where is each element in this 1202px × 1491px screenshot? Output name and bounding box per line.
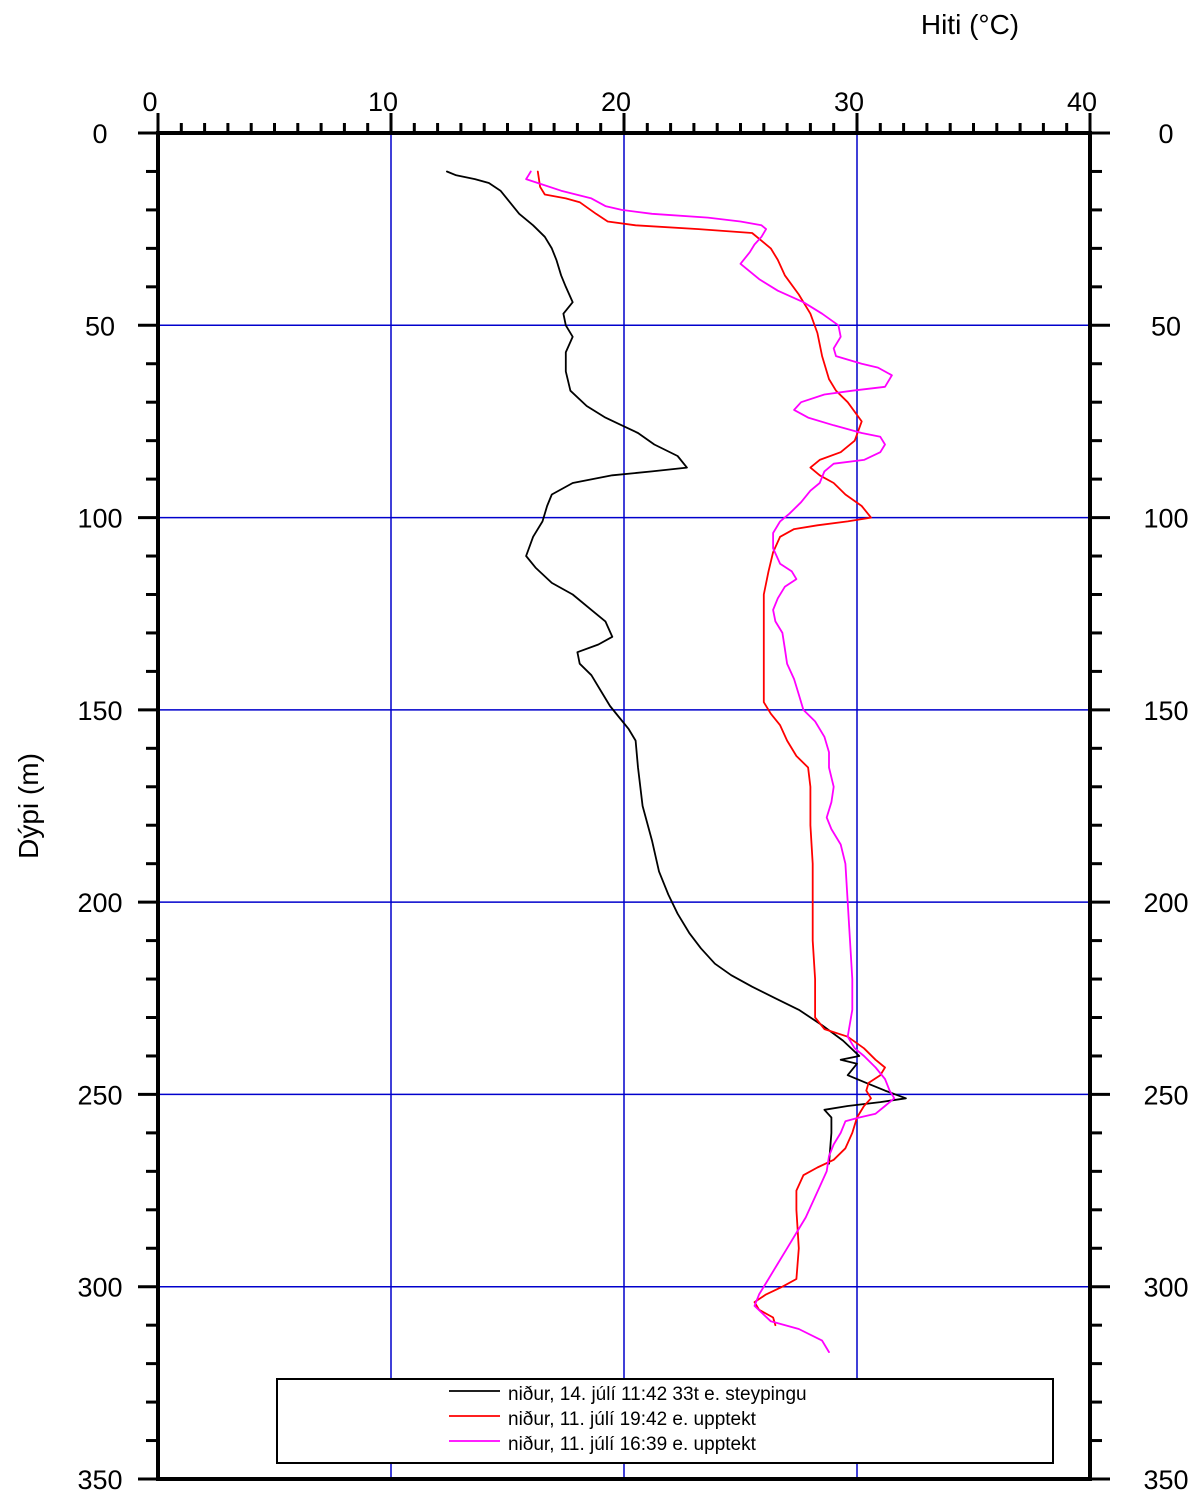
y-tick-label-right: 50 [1151,311,1181,341]
y-tick-label-left: 100 [77,504,122,534]
x-tick-label: 20 [601,87,631,117]
y-tick-label-left: 250 [77,1080,122,1110]
x-tick-label: 40 [1067,87,1097,117]
y-axis-label: Dýpi (m) [13,753,44,859]
y-tick-label-left: 150 [77,696,122,726]
y-tick-label-right: 350 [1143,1465,1188,1491]
series-lines [445,170,907,1353]
y-tick-label-right: 300 [1143,1273,1188,1303]
y-tick-label-left: 300 [77,1273,122,1303]
y-tick-label-left: 350 [77,1465,122,1491]
grid-lines [158,133,1090,1479]
y-tick-label-right: 250 [1143,1080,1188,1110]
x-axis-label: Hiti (°C) [921,9,1019,40]
y-tick-label-left: 50 [85,311,115,341]
legend: niður, 14. júlí 11:42 33t e. steypingu ni… [276,1378,1054,1464]
x-tick-label: 30 [834,87,864,117]
plot-frame [156,131,1092,1481]
x-tick-label: 10 [368,87,398,117]
y-tick-label-left: 200 [77,888,122,918]
y-tick-label-right: 150 [1143,696,1188,726]
legend-label-3: niður, 11. júlí 16:39 e. upptekt [508,1434,757,1455]
y-tick-label-right: 200 [1143,888,1188,918]
legend-label-2: niður, 11. júlí 19:42 e. upptekt [508,1409,757,1430]
tick-labels: 0 10 20 30 40 0 0 50 50 100 100 150 150 200 200 250 250 3… [77,87,1188,1491]
legend-box [276,1378,1054,1464]
series-line-3 [525,170,896,1353]
y-tick-label-right: 0 [1158,119,1173,149]
x-tick-label: 0 [142,87,157,117]
y-tick-label-left: 0 [92,119,107,149]
y-tick-label-right: 100 [1143,504,1188,534]
legend-label-1: niður, 14. júlí 11:42 33t e. steypingu [508,1384,807,1405]
series-line-1 [445,170,907,1165]
series-line-2 [536,170,886,1327]
